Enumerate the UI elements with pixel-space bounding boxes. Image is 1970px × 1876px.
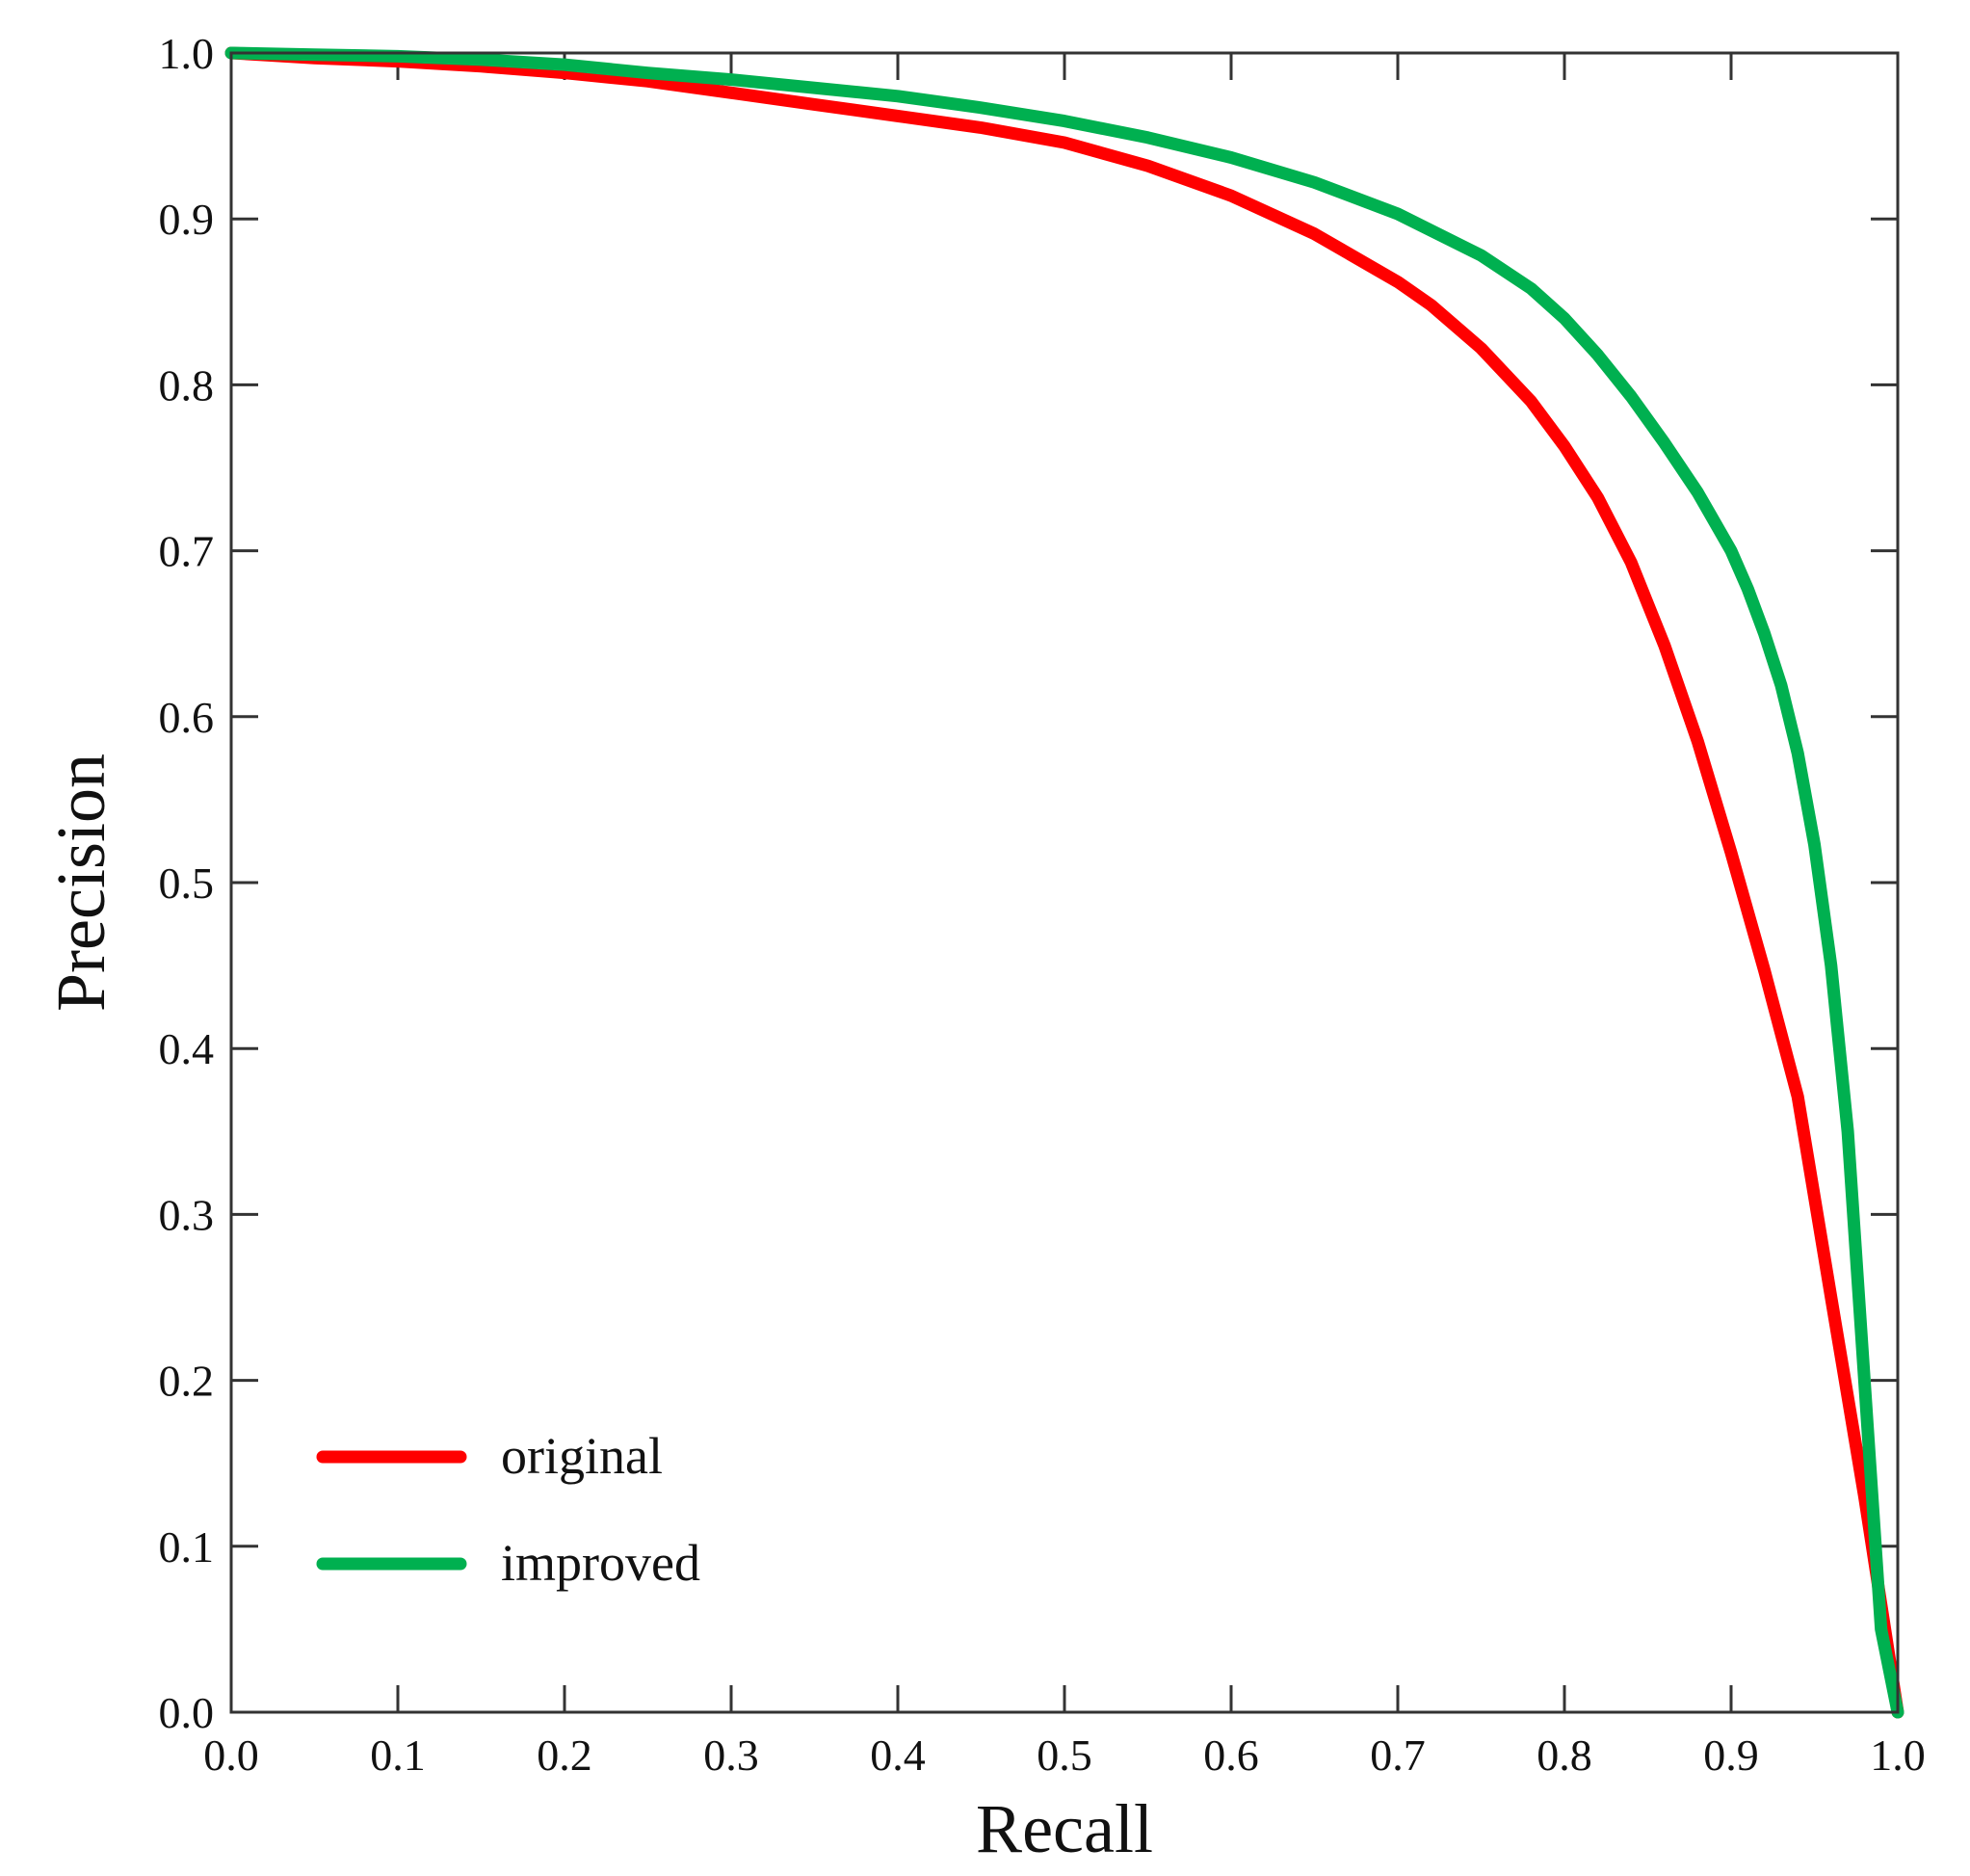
x-tick-label: 0.7: [1370, 1731, 1426, 1780]
legend: original improved: [316, 1427, 700, 1592]
series-line-original: [224, 46, 1904, 1719]
x-tick-label: 0.8: [1537, 1731, 1592, 1780]
y-tick-label: 0.8: [159, 360, 215, 410]
x-tick-label: 0.9: [1703, 1731, 1759, 1780]
series-lines: [224, 46, 1904, 1719]
plot-frame: [229, 51, 1900, 1714]
x-tick-label: 1.0: [1870, 1731, 1926, 1780]
y-tick-label: 0.2: [159, 1357, 215, 1406]
x-tick-label: 0.2: [537, 1731, 592, 1780]
legend-label-original: original: [501, 1427, 663, 1485]
x-tick-label: 0.6: [1203, 1731, 1259, 1780]
axis-ticks: [229, 51, 1900, 1714]
x-tick-label: 0.0: [203, 1731, 259, 1780]
y-tick-label: 0.5: [159, 859, 215, 908]
y-tick-label: 0.3: [159, 1190, 215, 1239]
y-tick-label: 1.0: [159, 29, 215, 78]
legend-label-improved: improved: [501, 1534, 700, 1592]
x-axis-title: Recall: [976, 1790, 1153, 1867]
tick-labels: 0.0 0.1 0.2 0.3 0.4 0.5 0.6 0.7 0.8 0.9 1.0 0.0 0.1 0…: [159, 29, 1926, 1780]
x-tick-label: 0.5: [1037, 1731, 1092, 1780]
y-axis-title: Precision: [42, 753, 119, 1012]
x-tick-label: 0.1: [370, 1731, 426, 1780]
y-tick-label: 0.7: [159, 527, 215, 576]
y-tick-label: 0.1: [159, 1522, 215, 1572]
y-tick-label: 0.4: [159, 1024, 215, 1073]
series-line-improved: [224, 46, 1904, 1719]
y-tick-label: 0.0: [159, 1688, 215, 1737]
x-tick-label: 0.4: [870, 1731, 926, 1780]
y-tick-label: 0.6: [159, 693, 215, 742]
y-tick-label: 0.9: [159, 195, 215, 244]
x-tick-label: 0.3: [703, 1731, 759, 1780]
